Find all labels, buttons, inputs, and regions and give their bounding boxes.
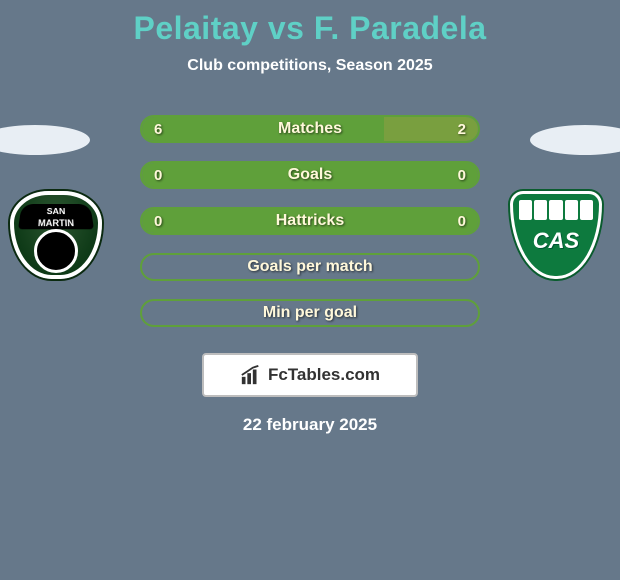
right-side: CAS	[500, 115, 620, 345]
stat-label: Matches	[142, 120, 478, 138]
stat-value-left: 6	[154, 121, 162, 138]
stats-body: SANMARTIN CAS Matches62Goals00Hattricks0…	[0, 115, 620, 345]
comparison-card: Pelaitay vs F. Paradela Club competition…	[0, 0, 620, 580]
stat-value-left: 0	[154, 213, 162, 230]
stat-value-left: 0	[154, 167, 162, 184]
stat-label: Goals per match	[142, 258, 478, 276]
stat-row: Matches6 2	[140, 115, 480, 143]
stat-value-right: 0	[458, 213, 466, 230]
stat-label: Hattricks	[142, 212, 478, 230]
stat-bars: Matches62Goals00Hattricks00Goals per mat…	[140, 115, 480, 345]
left-ellipse	[0, 125, 90, 155]
stat-row: Min per goal	[140, 299, 480, 327]
san-martin-shield-icon: SANMARTIN	[10, 191, 102, 279]
stat-row: Goals0 0	[140, 161, 480, 189]
brand-text: FcTables.com	[268, 365, 380, 385]
stat-value-right: 0	[458, 167, 466, 184]
brand-box: FcTables.com	[202, 353, 418, 397]
subtitle: Club competitions, Season 2025	[0, 57, 620, 75]
left-team-badge: SANMARTIN	[10, 191, 110, 281]
stat-row: Hattricks0 0	[140, 207, 480, 235]
stat-label: Goals	[142, 166, 478, 184]
cas-shield-icon: CAS	[510, 191, 602, 279]
date-text: 22 february 2025	[0, 415, 620, 435]
stat-label: Min per goal	[142, 304, 478, 322]
page-title: Pelaitay vs F. Paradela	[0, 0, 620, 47]
left-side: SANMARTIN	[0, 115, 120, 345]
stat-row: Goals per match	[140, 253, 480, 281]
right-team-badge: CAS	[510, 191, 610, 281]
stat-value-right: 2	[458, 121, 466, 138]
chart-icon	[240, 364, 262, 386]
right-ellipse	[530, 125, 620, 155]
